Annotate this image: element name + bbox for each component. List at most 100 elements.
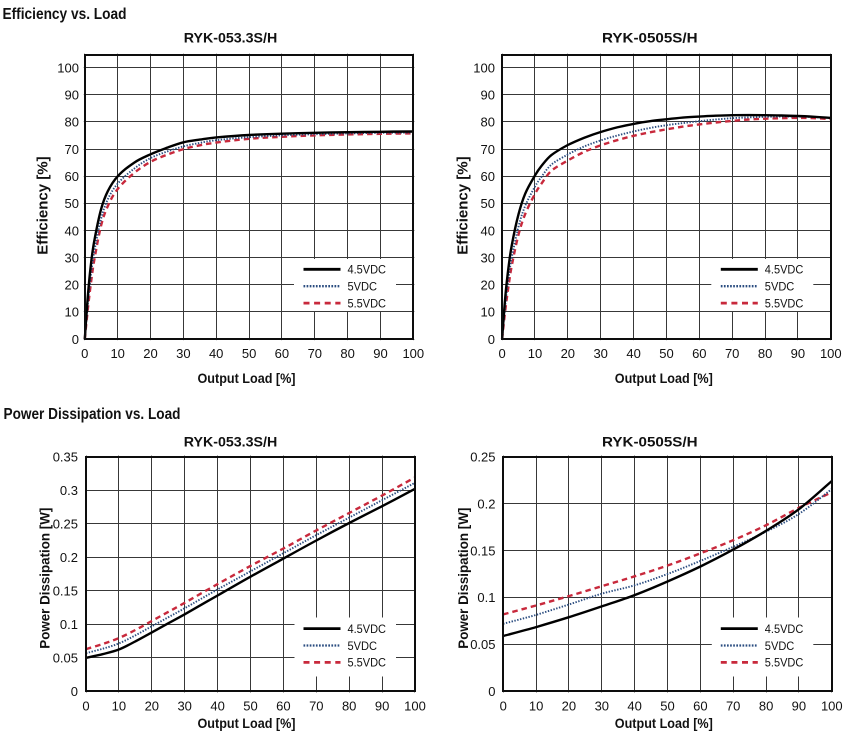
svg-text:100: 100 bbox=[404, 698, 426, 713]
svg-text:90: 90 bbox=[791, 346, 805, 361]
svg-text:90: 90 bbox=[481, 88, 495, 103]
svg-text:70: 70 bbox=[725, 346, 739, 361]
svg-text:0.25: 0.25 bbox=[53, 516, 78, 531]
svg-text:70: 70 bbox=[309, 698, 323, 713]
svg-text:10: 10 bbox=[529, 698, 543, 713]
svg-text:5VDC: 5VDC bbox=[348, 280, 378, 294]
svg-text:60: 60 bbox=[276, 698, 290, 713]
svg-text:RYK-0505S/H: RYK-0505S/H bbox=[602, 435, 698, 450]
svg-text:0: 0 bbox=[71, 684, 78, 699]
svg-text:60: 60 bbox=[65, 169, 79, 184]
svg-text:0: 0 bbox=[72, 332, 79, 347]
svg-text:40: 40 bbox=[210, 698, 224, 713]
svg-text:4.5VDC: 4.5VDC bbox=[765, 622, 804, 636]
svg-text:20: 20 bbox=[65, 278, 79, 293]
svg-text:100: 100 bbox=[820, 346, 842, 361]
svg-text:RYK-0505S/H: RYK-0505S/H bbox=[602, 30, 698, 45]
svg-text:0.25: 0.25 bbox=[470, 449, 495, 464]
svg-text:20: 20 bbox=[562, 698, 576, 713]
svg-text:30: 30 bbox=[65, 250, 79, 265]
svg-text:20: 20 bbox=[145, 698, 159, 713]
svg-text:40: 40 bbox=[65, 223, 79, 238]
svg-text:70: 70 bbox=[65, 142, 79, 157]
svg-text:0.15: 0.15 bbox=[53, 584, 78, 599]
svg-text:90: 90 bbox=[792, 698, 806, 713]
svg-text:30: 30 bbox=[177, 698, 191, 713]
svg-text:Power Dissipation [W]: Power Dissipation [W] bbox=[38, 508, 54, 649]
svg-text:50: 50 bbox=[659, 346, 673, 361]
svg-text:100: 100 bbox=[821, 698, 843, 713]
svg-text:40: 40 bbox=[626, 346, 640, 361]
svg-text:5VDC: 5VDC bbox=[348, 639, 378, 653]
svg-text:10: 10 bbox=[65, 305, 79, 320]
svg-text:Efficiency vs. Load: Efficiency vs. Load bbox=[3, 6, 127, 23]
svg-text:0.35: 0.35 bbox=[53, 449, 78, 464]
svg-text:4.5VDC: 4.5VDC bbox=[348, 622, 387, 636]
svg-text:0.1: 0.1 bbox=[477, 590, 495, 605]
svg-text:4.5VDC: 4.5VDC bbox=[765, 263, 804, 277]
svg-text:80: 80 bbox=[340, 346, 354, 361]
svg-text:5.5VDC: 5.5VDC bbox=[348, 656, 387, 670]
svg-text:50: 50 bbox=[243, 698, 257, 713]
svg-text:60: 60 bbox=[275, 346, 289, 361]
svg-text:100: 100 bbox=[473, 60, 495, 75]
svg-text:5VDC: 5VDC bbox=[765, 280, 795, 294]
svg-text:20: 20 bbox=[561, 346, 575, 361]
svg-text:60: 60 bbox=[693, 698, 707, 713]
svg-text:80: 80 bbox=[65, 115, 79, 130]
svg-text:0.3: 0.3 bbox=[60, 483, 78, 498]
svg-text:50: 50 bbox=[242, 346, 256, 361]
svg-text:0: 0 bbox=[500, 698, 507, 713]
svg-text:30: 30 bbox=[176, 346, 190, 361]
svg-text:0: 0 bbox=[488, 684, 495, 699]
svg-text:0: 0 bbox=[488, 332, 495, 347]
svg-text:80: 80 bbox=[758, 346, 772, 361]
svg-text:0.1: 0.1 bbox=[60, 617, 78, 632]
svg-text:100: 100 bbox=[402, 346, 424, 361]
svg-text:Output Load [%]: Output Load [%] bbox=[198, 371, 296, 386]
svg-text:Power Dissipation vs. Load: Power Dissipation vs. Load bbox=[4, 406, 181, 423]
svg-text:60: 60 bbox=[692, 346, 706, 361]
svg-text:5.5VDC: 5.5VDC bbox=[348, 296, 387, 310]
svg-text:40: 40 bbox=[481, 223, 495, 238]
svg-text:0.05: 0.05 bbox=[470, 637, 495, 652]
svg-text:50: 50 bbox=[65, 196, 79, 211]
svg-text:20: 20 bbox=[143, 346, 157, 361]
svg-text:0.2: 0.2 bbox=[477, 496, 495, 511]
svg-text:Output Load [%]: Output Load [%] bbox=[615, 716, 713, 731]
svg-text:80: 80 bbox=[342, 698, 356, 713]
svg-text:10: 10 bbox=[112, 698, 126, 713]
svg-text:10: 10 bbox=[110, 346, 124, 361]
svg-text:0.2: 0.2 bbox=[60, 550, 78, 565]
svg-text:RYK-053.3S/H: RYK-053.3S/H bbox=[184, 30, 278, 45]
svg-text:80: 80 bbox=[481, 115, 495, 130]
svg-text:5VDC: 5VDC bbox=[765, 639, 795, 653]
svg-text:100: 100 bbox=[57, 60, 79, 75]
svg-text:30: 30 bbox=[595, 698, 609, 713]
svg-text:80: 80 bbox=[759, 698, 773, 713]
svg-text:90: 90 bbox=[375, 698, 389, 713]
svg-text:RYK-053.3S/H: RYK-053.3S/H bbox=[184, 435, 278, 450]
svg-text:70: 70 bbox=[481, 142, 495, 157]
svg-text:50: 50 bbox=[481, 196, 495, 211]
svg-text:90: 90 bbox=[373, 346, 387, 361]
svg-text:30: 30 bbox=[481, 250, 495, 265]
svg-text:0.15: 0.15 bbox=[470, 543, 495, 558]
svg-text:10: 10 bbox=[528, 346, 542, 361]
svg-text:Output Load [%]: Output Load [%] bbox=[615, 371, 713, 386]
svg-text:90: 90 bbox=[65, 88, 79, 103]
svg-text:Output Load [%]: Output Load [%] bbox=[198, 716, 296, 731]
svg-text:10: 10 bbox=[481, 305, 495, 320]
svg-text:70: 70 bbox=[726, 698, 740, 713]
svg-text:0.05: 0.05 bbox=[53, 651, 78, 666]
svg-text:Efficiency [%]: Efficiency [%] bbox=[455, 156, 472, 254]
svg-text:Power Dissipation [W]: Power Dissipation [W] bbox=[456, 508, 472, 649]
svg-text:40: 40 bbox=[209, 346, 223, 361]
svg-text:4.5VDC: 4.5VDC bbox=[348, 263, 387, 277]
svg-text:40: 40 bbox=[627, 698, 641, 713]
svg-text:0: 0 bbox=[82, 698, 89, 713]
svg-text:70: 70 bbox=[308, 346, 322, 361]
svg-text:5.5VDC: 5.5VDC bbox=[765, 296, 804, 310]
svg-text:Efficiency [%]: Efficiency [%] bbox=[35, 156, 52, 254]
svg-text:0: 0 bbox=[498, 346, 505, 361]
